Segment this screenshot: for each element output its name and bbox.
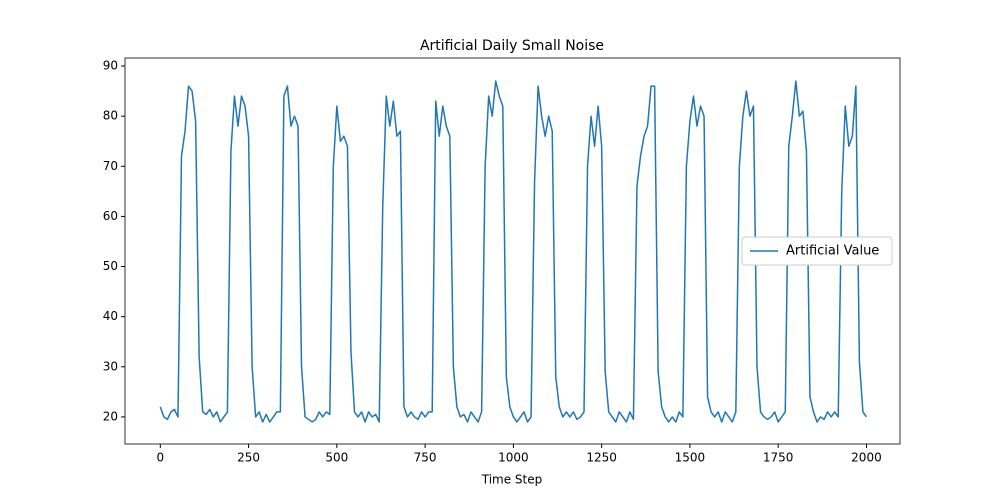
y-tick-label: 20: [103, 409, 118, 423]
x-tick-label: 1000: [498, 451, 529, 465]
data-line: [159, 80, 868, 423]
y-tick-label: 90: [103, 59, 118, 73]
x-tick-label: 2000: [851, 451, 882, 465]
x-axis-label: Time Step: [481, 473, 543, 487]
x-tick-label: 1250: [586, 451, 617, 465]
y-tick-label: 60: [103, 209, 118, 223]
x-tick-label: 1750: [763, 451, 794, 465]
x-tick-label: 250: [237, 451, 260, 465]
x-tick-label: 500: [325, 451, 348, 465]
x-tick-label: 750: [414, 451, 437, 465]
y-tick-label: 40: [103, 309, 118, 323]
legend-box: [741, 236, 893, 266]
x-tick-label: 1500: [675, 451, 706, 465]
y-tick-label: 80: [103, 109, 118, 123]
y-tick-label: 50: [103, 259, 118, 273]
chart-title: Artificial Daily Small Noise: [420, 38, 604, 54]
legend-label: Artificial Value: [786, 244, 879, 259]
y-tick-label: 30: [103, 359, 118, 373]
x-tick-label: 0: [156, 451, 164, 465]
y-tick-label: 70: [103, 159, 118, 173]
plot-frame: [124, 57, 901, 445]
legend: Artificial Value: [741, 236, 893, 266]
